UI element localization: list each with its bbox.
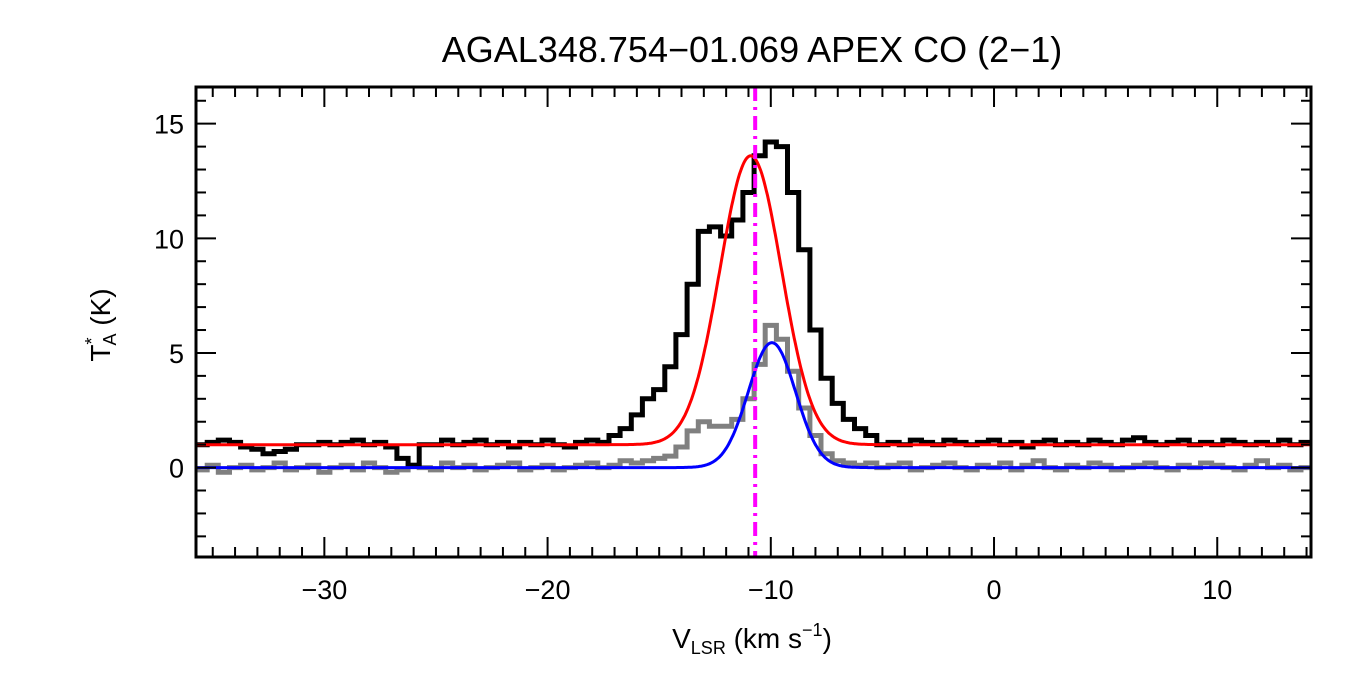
gaussian-fit-blue bbox=[196, 341, 1310, 470]
y-tick-label: 5 bbox=[169, 339, 184, 369]
y-tick-label: 10 bbox=[154, 224, 184, 254]
co-spectrum-black bbox=[196, 139, 1311, 468]
gaussian-fit-red bbox=[196, 154, 1310, 447]
y-axis-label: T*A (K) bbox=[82, 288, 120, 361]
x-axis-label: VLSR (km s−1) bbox=[672, 620, 832, 658]
x-tick-label: 0 bbox=[987, 575, 1002, 605]
chart-title: AGAL348.754−01.069 APEX CO (2−1) bbox=[442, 29, 1062, 70]
plot-marks bbox=[196, 87, 1311, 557]
x-tick-label: −30 bbox=[301, 575, 347, 605]
y-tick-label: 15 bbox=[154, 110, 184, 140]
plot-frame bbox=[194, 85, 1313, 559]
y-tick-label: 0 bbox=[169, 454, 184, 484]
x-tick-label: −10 bbox=[748, 575, 794, 605]
x-tick-label: −20 bbox=[525, 575, 571, 605]
x-tick-label: 10 bbox=[1202, 575, 1232, 605]
plot-area bbox=[196, 87, 1311, 557]
axes: −30 −20 −10 0 10 0 5 10 15 bbox=[154, 85, 1313, 605]
